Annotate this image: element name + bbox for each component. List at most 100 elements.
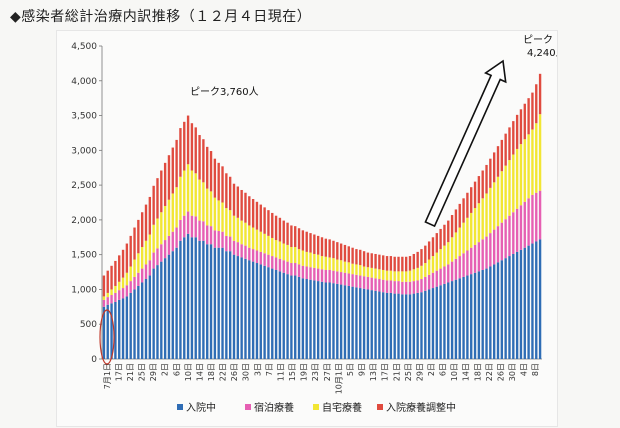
bar-segment-adjusting [359,249,362,266]
bar-segment-hotel [359,275,362,289]
bar-segment-home [156,218,159,249]
bar-segment-adjusting [443,224,446,246]
bar-segment-adjusting [389,256,393,271]
bar-segment-inpatient [443,283,446,359]
bar-segment-home [198,179,201,221]
bar-segment-inpatient [324,282,328,359]
bar-segment-inpatient [251,261,255,359]
legend-label-hotel: 宿泊療養 [254,401,294,414]
bar-segment-hotel [393,281,396,294]
bar-segment-home [274,240,278,258]
bar-segment-adjusting [416,251,419,268]
y-tick-label: 4,500 [71,42,97,52]
bar-segment-home [508,160,511,216]
bar-segment-home [458,227,461,257]
bar-segment-hotel [194,216,197,238]
bar-segment-adjusting [515,114,519,149]
bar-segment-hotel [492,229,496,265]
y-tick-label: 3,000 [71,146,97,156]
bar-segment-adjusting [481,170,484,199]
x-tick-label: 30日 [508,363,517,381]
bar-segment-home [244,222,247,246]
bar-segment-hotel [347,273,350,286]
bar-segment-home [297,249,301,265]
bar-segment-home [129,266,132,282]
bar-segment-inpatient [320,281,324,359]
bar-segment-inpatient [504,258,507,359]
bar-segment-inpatient [481,269,484,359]
bar-segment-home [393,271,396,282]
bar-segment-home [443,245,446,267]
bar-segment-inpatient [427,289,431,359]
bar-segment-inpatient [416,292,419,359]
bar-segment-adjusting [290,225,293,248]
bar-segment-home [339,260,343,273]
bar-segment-hotel [217,231,220,248]
bar-segment-hotel [489,233,492,267]
bar-segment-adjusting [427,241,431,260]
bar-segment-home [535,123,538,193]
x-tick-label: 10月1日 [334,363,343,394]
x-tick-label: 26日 [230,363,239,381]
bar-segment-home [106,292,109,298]
bar-segment-inpatient [121,298,125,359]
bar-segment-inpatient [309,279,312,359]
bar-segment-home [240,220,243,245]
bar-segment-inpatient [267,267,270,359]
bar-segment-inpatient [213,247,217,359]
bar-segment-inpatient [347,285,350,359]
bar-segment-adjusting [144,204,148,241]
bar-segment-adjusting [450,215,454,238]
bar-segment-adjusting [347,246,350,263]
bar-segment-inpatient [221,247,224,359]
bar-segment-inpatient [359,288,362,359]
bar-segment-adjusting [470,187,473,213]
bar-segment-inpatient [485,268,488,359]
bar-segment-inpatient [198,240,201,359]
bar-segment-hotel [324,269,328,283]
bar-segment-hotel [106,297,109,305]
bar-segment-hotel [305,266,308,280]
bar-segment-home [175,187,178,228]
bar-segment-home [202,182,205,222]
bar-segment-adjusting [508,127,511,161]
x-tick-label: 14日 [195,363,204,381]
bar-segment-adjusting [175,139,178,188]
bar-segment-hotel [290,263,293,276]
bar-segment-adjusting [156,178,159,219]
bar-segment-adjusting [263,207,266,234]
bar-segment-inpatient [167,254,171,359]
bar-segment-home [206,188,209,226]
y-tick-label: 500 [80,320,97,330]
bar-segment-adjusting [206,146,209,189]
bar-segment-inpatient [489,266,492,359]
bar-segment-home [309,252,312,268]
bar-segment-adjusting [255,201,259,230]
bar-segment-hotel [267,254,270,268]
bar-segment-adjusting [485,164,488,194]
bar-segment-home [515,148,519,209]
bar-segment-inpatient [393,293,396,359]
peak-annotation-1: ピーク3,760人 [190,86,259,98]
bar-segment-adjusting [297,228,301,250]
bar-segment-inpatient [183,237,186,359]
bar-segment-home [454,232,458,259]
bar-segment-inpatient [313,280,316,359]
bar-segment-adjusting [221,166,224,203]
bar-segment-home [328,257,331,270]
bar-segment-home [450,237,454,262]
bar-segment-inpatient [531,243,534,359]
bar-segment-hotel [512,212,515,254]
legend-label-home: 自宅療養 [322,401,362,414]
bar-segment-home [118,281,121,291]
bar-segment-adjusting [466,192,469,218]
bar-segment-home [225,208,228,236]
bar-segment-home [332,258,335,271]
bar-segment-inpatient [140,282,144,359]
bar-segment-hotel [206,225,209,245]
bar-segment-adjusting [362,251,366,267]
bar-segment-hotel [209,226,213,245]
bar-segment-adjusting [351,247,354,264]
bar-segment-adjusting [431,237,435,257]
bar-segment-adjusting [248,196,251,226]
